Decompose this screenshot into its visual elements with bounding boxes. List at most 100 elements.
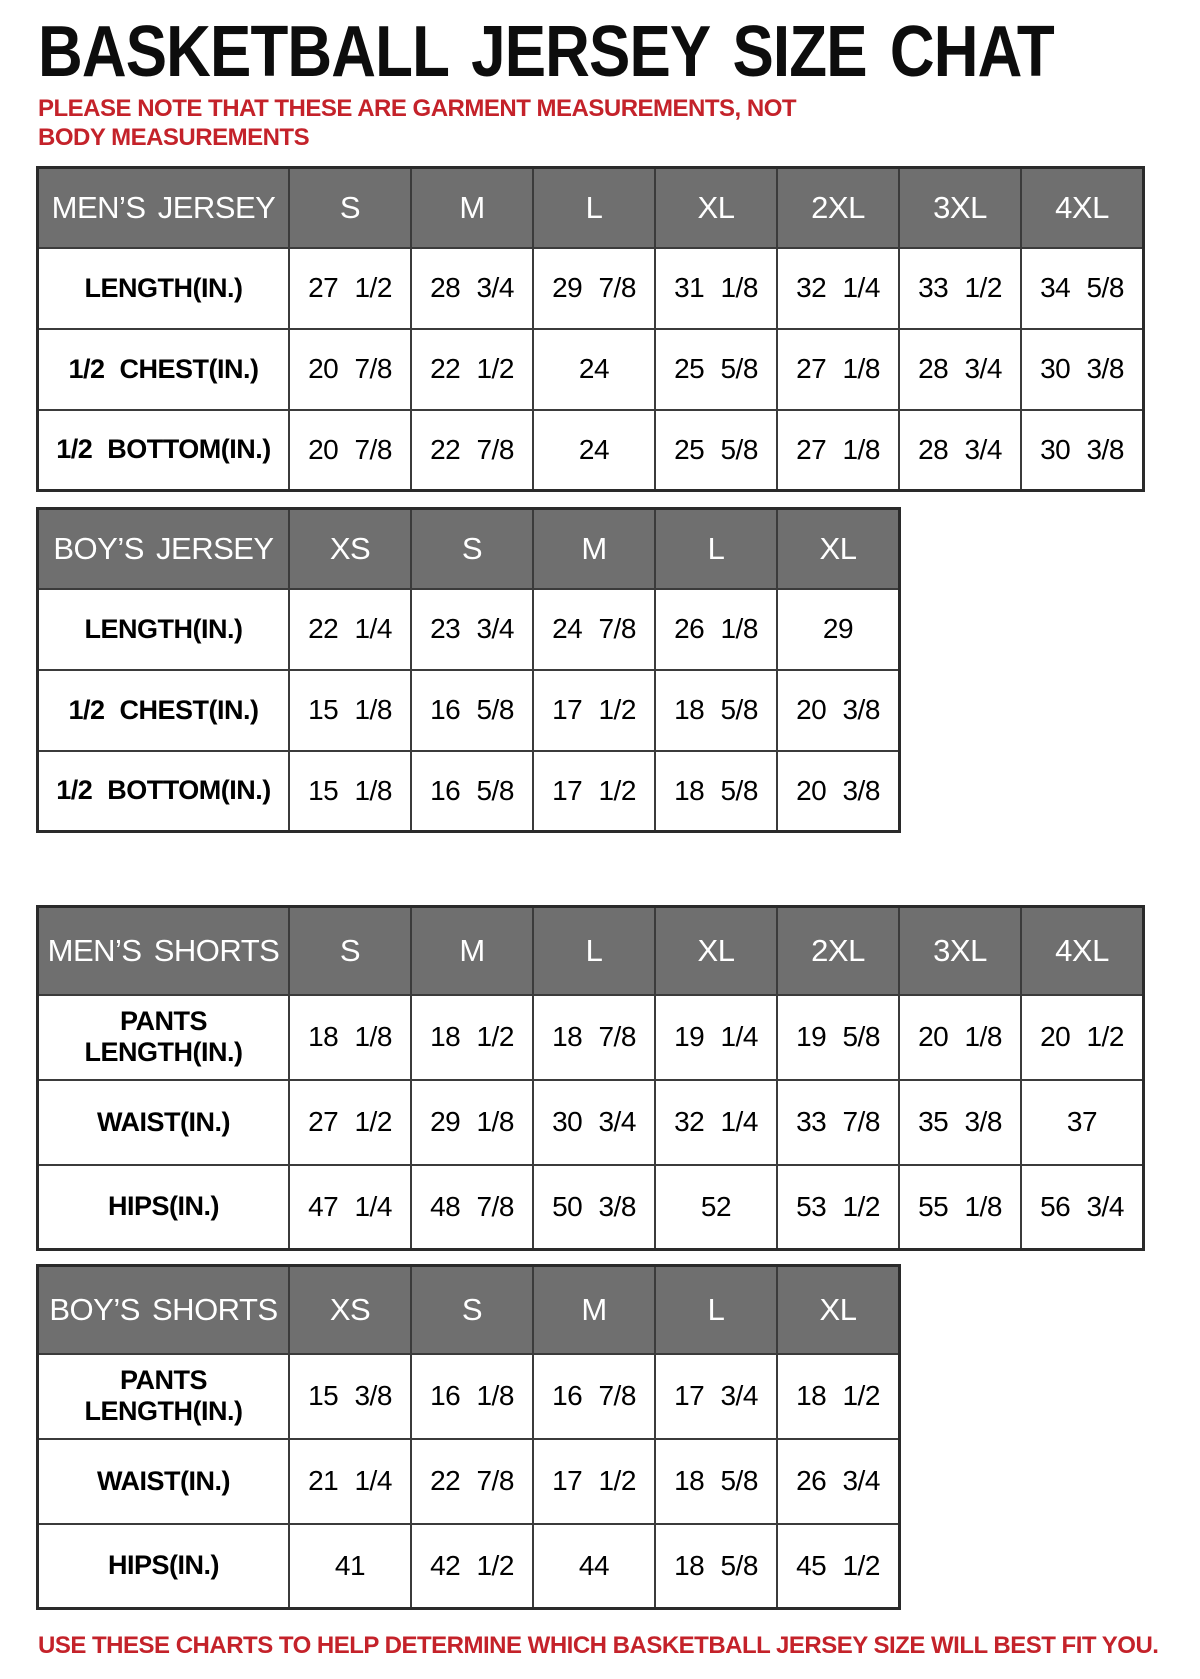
row-label: PANTS LENGTH(IN.): [36, 993, 290, 1081]
measurement-cell: 30 3/4: [532, 1078, 656, 1166]
measurement-cell: 24: [532, 408, 656, 492]
measurement-cell: 22 1/4: [288, 587, 412, 671]
measurement-cell: 18 7/8: [532, 993, 656, 1081]
measurement-cell: 18 5/8: [654, 668, 778, 752]
mens-shorts-header-row: MEN’S SHORTS S M L XL 2XL 3XL 4XL: [36, 905, 1145, 996]
boys-jersey-size-header: XL: [776, 507, 901, 590]
measurement-cell: 24 7/8: [532, 587, 656, 671]
boys-jersey-size-header: S: [410, 507, 534, 590]
measurement-cell: 23 3/4: [410, 587, 534, 671]
measurement-cell: 33 7/8: [776, 1078, 900, 1166]
measurement-cell: 16 1/8: [410, 1352, 534, 1440]
mens-shorts-size-header: 3XL: [898, 905, 1022, 996]
measurement-cell: 30 3/8: [1020, 408, 1145, 492]
table-row: PANTS LENGTH(IN.) 18 1/8 18 1/2 18 7/8 19 1/…: [36, 993, 1145, 1081]
measurement-cell: 31 1/8: [654, 246, 778, 330]
measurement-cell: 15 1/8: [288, 749, 412, 833]
measurement-cell: 26 3/4: [776, 1437, 901, 1525]
row-label: 1/2 BOTTOM(IN.): [36, 749, 290, 833]
table-row: LENGTH(IN.) 27 1/2 28 3/4 29 7/8 31 1/8 32 1/…: [36, 246, 1145, 330]
measurement-cell: 19 1/4: [654, 993, 778, 1081]
boys-jersey-header-row: BOY’S JERSEY XS S M L XL: [36, 507, 901, 590]
table-row: WAIST(IN.) 21 1/4 22 7/8 17 1/2 18 5/8 26 3/4: [36, 1437, 901, 1525]
mens-jersey-size-header: S: [288, 166, 412, 249]
measurement-cell: 16 5/8: [410, 668, 534, 752]
measurement-cell: 17 1/2: [532, 749, 656, 833]
table-row: 1/2 BOTTOM(IN.) 15 1/8 16 5/8 17 1/2 18 5/8 2…: [36, 749, 901, 833]
measurement-cell: 18 1/2: [410, 993, 534, 1081]
measurement-cell: 20 7/8: [288, 408, 412, 492]
measurement-cell: 18 1/2: [776, 1352, 901, 1440]
mens-shorts-table: MEN’S SHORTS S M L XL 2XL 3XL 4XL PANTS LENGTH(I…: [36, 905, 1145, 1251]
measurement-cell: 42 1/2: [410, 1522, 534, 1610]
row-label: LENGTH(IN.): [36, 587, 290, 671]
measurement-cell: 18 5/8: [654, 749, 778, 833]
table-row: HIPS(IN.) 41 42 1/2 44 18 5/8 45 1/2: [36, 1522, 901, 1610]
boys-jersey-size-header: L: [654, 507, 778, 590]
measurement-cell: 47 1/4: [288, 1163, 412, 1251]
measurement-cell: 19 5/8: [776, 993, 900, 1081]
row-label: LENGTH(IN.): [36, 246, 290, 330]
measurement-cell: 32 1/4: [776, 246, 900, 330]
mens-jersey-table: MEN’S JERSEY S M L XL 2XL 3XL 4XL LENGTH(IN.) 27 …: [36, 166, 1145, 492]
boys-shorts-size-header: L: [654, 1264, 778, 1355]
boys-shorts-title-cell: BOY’S SHORTS: [36, 1264, 290, 1355]
table-row: 1/2 CHEST(IN.) 20 7/8 22 1/2 24 25 5/8 27 1/8…: [36, 327, 1145, 411]
boys-shorts-table: BOY’S SHORTS XS S M L XL PANTS LENGTH(IN.) 15 3…: [36, 1264, 901, 1610]
measurement-cell: 20 3/8: [776, 668, 901, 752]
boys-shorts-size-header: S: [410, 1264, 534, 1355]
garment-measurement-note: PLEASE NOTE THAT THESE ARE GARMENT MEASU…: [38, 95, 797, 151]
table-row: HIPS(IN.) 47 1/4 48 7/8 50 3/8 52 53 1/2 55 1/…: [36, 1163, 1145, 1251]
measurement-cell: 21 1/4: [288, 1437, 412, 1525]
measurement-cell: 29 7/8: [532, 246, 656, 330]
boys-jersey-title-cell: BOY’S JERSEY: [36, 507, 290, 590]
footer-note: USE THESE CHARTS TO HELP DETERMINE WHICH…: [38, 1632, 1159, 1659]
measurement-cell: 20 1/8: [898, 993, 1022, 1081]
measurement-cell: 48 7/8: [410, 1163, 534, 1251]
measurement-cell: 27 1/2: [288, 1078, 412, 1166]
measurement-cell: 18 5/8: [654, 1522, 778, 1610]
mens-shorts-title-cell: MEN’S SHORTS: [36, 905, 290, 996]
measurement-cell: 24: [532, 327, 656, 411]
measurement-cell: 26 1/8: [654, 587, 778, 671]
measurement-cell: 15 1/8: [288, 668, 412, 752]
mens-jersey-size-header: M: [410, 166, 534, 249]
measurement-cell: 29: [776, 587, 901, 671]
row-label: HIPS(IN.): [36, 1163, 290, 1251]
boys-shorts-header-row: BOY’S SHORTS XS S M L XL: [36, 1264, 901, 1355]
measurement-cell: 56 3/4: [1020, 1163, 1145, 1251]
measurement-cell: 22 7/8: [410, 408, 534, 492]
boys-jersey-table: BOY’S JERSEY XS S M L XL LENGTH(IN.) 22 1/4 23 3…: [36, 507, 901, 833]
measurement-cell: 25 5/8: [654, 408, 778, 492]
mens-jersey-size-header: 3XL: [898, 166, 1022, 249]
measurement-cell: 44: [532, 1522, 656, 1610]
boys-shorts-size-header: XL: [776, 1264, 901, 1355]
measurement-cell: 32 1/4: [654, 1078, 778, 1166]
measurement-cell: 53 1/2: [776, 1163, 900, 1251]
row-label: 1/2 CHEST(IN.): [36, 668, 290, 752]
measurement-cell: 27 1/8: [776, 408, 900, 492]
row-label: 1/2 CHEST(IN.): [36, 327, 290, 411]
mens-shorts-size-header: S: [288, 905, 412, 996]
mens-shorts-size-header: 2XL: [776, 905, 900, 996]
measurement-cell: 55 1/8: [898, 1163, 1022, 1251]
measurement-cell: 30 3/8: [1020, 327, 1145, 411]
table-row: 1/2 BOTTOM(IN.) 20 7/8 22 7/8 24 25 5/8 27 1/…: [36, 408, 1145, 492]
measurement-cell: 28 3/4: [410, 246, 534, 330]
page-title: BASKETBALL JERSEY SIZE CHAT: [38, 12, 1055, 92]
measurement-cell: 20 7/8: [288, 327, 412, 411]
mens-jersey-size-header: XL: [654, 166, 778, 249]
measurement-cell: 45 1/2: [776, 1522, 901, 1610]
mens-jersey-size-header: L: [532, 166, 656, 249]
mens-jersey-size-header: 2XL: [776, 166, 900, 249]
row-label: PANTS LENGTH(IN.): [36, 1352, 290, 1440]
measurement-cell: 18 5/8: [654, 1437, 778, 1525]
measurement-cell: 27 1/8: [776, 327, 900, 411]
row-label: WAIST(IN.): [36, 1437, 290, 1525]
boys-jersey-size-header: M: [532, 507, 656, 590]
measurement-cell: 37: [1020, 1078, 1145, 1166]
boys-shorts-size-header: M: [532, 1264, 656, 1355]
measurement-cell: 29 1/8: [410, 1078, 534, 1166]
measurement-cell: 18 1/8: [288, 993, 412, 1081]
measurement-cell: 33 1/2: [898, 246, 1022, 330]
